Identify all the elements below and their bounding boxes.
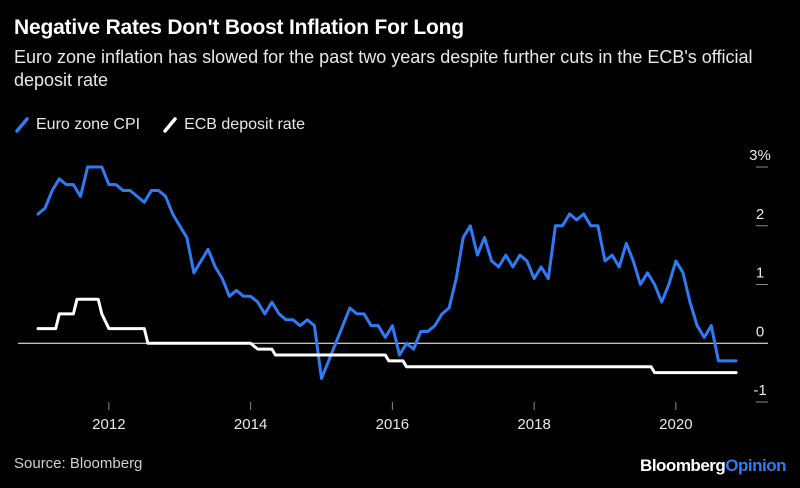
chart-legend: Euro zone CPI ECB deposit rate bbox=[14, 116, 327, 134]
legend-label-deposit: ECB deposit rate bbox=[184, 116, 306, 133]
series-line-ecb-deposit-rate bbox=[36, 297, 738, 375]
legend-item-deposit: ECB deposit rate bbox=[162, 116, 305, 134]
y-tick-label: 0 bbox=[756, 323, 764, 340]
series-layer bbox=[36, 165, 738, 380]
x-tick-label: 2020 bbox=[659, 416, 692, 433]
y-tick-label: -1 bbox=[753, 382, 766, 399]
legend-item-cpi: Euro zone CPI bbox=[14, 116, 140, 134]
x-tick-label: 2016 bbox=[376, 416, 409, 433]
x-tick-label: 2012 bbox=[92, 416, 125, 433]
x-axis-ticks bbox=[108, 402, 677, 410]
y-tick-label: 2 bbox=[756, 206, 764, 223]
legend-label-cpi: Euro zone CPI bbox=[36, 116, 141, 133]
x-tick-label: 2014 bbox=[234, 416, 267, 433]
y-axis-labels: 3% 2 1 0 -1 bbox=[749, 147, 771, 399]
brand-logo: BloombergOpinion bbox=[640, 456, 786, 476]
legend-swatch-cpi bbox=[15, 117, 29, 133]
chart-title: Negative Rates Don't Boost Inflation For… bbox=[14, 16, 464, 39]
brand-accent: Opinion bbox=[725, 456, 786, 475]
legend-swatch-deposit bbox=[163, 117, 177, 133]
y-tick-label: 1 bbox=[756, 265, 764, 282]
x-axis-labels: 2012 2014 2016 2018 2020 bbox=[92, 416, 692, 433]
y-axis-gridlines bbox=[18, 166, 768, 403]
x-tick-label: 2018 bbox=[517, 416, 550, 433]
source-note: Source: Bloomberg bbox=[14, 455, 143, 472]
y-tick-label: 3% bbox=[749, 147, 771, 164]
chart-subtitle: Euro zone inflation has slowed for the p… bbox=[14, 47, 753, 90]
series-line-euro-zone-cpi bbox=[36, 165, 738, 380]
brand-main: Bloomberg bbox=[640, 456, 726, 475]
